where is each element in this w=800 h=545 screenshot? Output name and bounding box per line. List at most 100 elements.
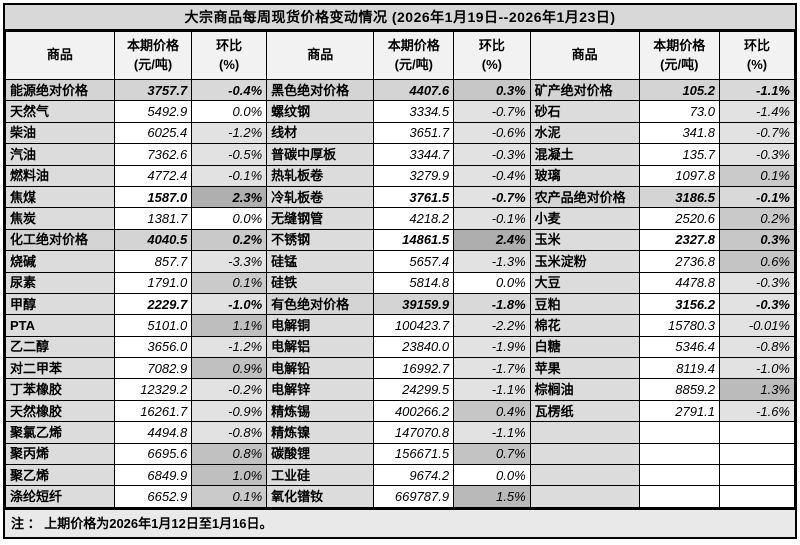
pct-cell [719,421,795,444]
pct-cell: 0.9% [191,357,268,380]
price-cell: 2327.8 [638,228,721,252]
column-header-commodity: 商品 [5,31,115,80]
commodity-name-cell: 硅铁 [266,271,375,294]
price-cell: 3344.7 [373,143,455,166]
price-cell: 8119.4 [638,357,721,380]
price-cell: 6025.4 [113,121,193,145]
price-cell [638,485,721,508]
pct-cell: -1.1% [453,378,531,401]
commodity-name-cell: 农产品绝对价格 [529,185,640,209]
commodity-name-cell: 碳酸锂 [266,442,375,466]
pct-cell: -1.0% [719,357,795,380]
commodity-name-cell: 燃料油 [5,164,115,187]
commodity-name-cell: 白糖 [529,335,640,359]
pct-cell: -0.3% [719,292,795,316]
pct-cell: -0.1% [719,185,795,209]
price-cell: 135.7 [638,143,721,166]
pct-cell: -1.2% [191,121,268,145]
table-row: 天然气 5492.9 0.0% 螺纹钢 3334.5 -0.7% 砂石 73.0 -1.4% [5,100,795,123]
commodity-name-cell: 电解铜 [266,314,375,337]
commodity-name-cell [529,485,640,508]
pct-cell: -1.4% [719,100,795,123]
pct-cell: 1.1% [191,314,268,337]
table-row: 烧碱 857.7 -3.3% 硅锰 5657.4 -1.3% 玉米淀粉 2736.8 0.6% [5,250,795,273]
price-cell: 8859.2 [638,378,721,401]
commodity-name-cell: 氧化镨钕 [266,485,375,508]
column-header-price: 本期价格 (元/吨) [373,31,455,80]
commodity-name-cell: 砂石 [529,100,640,123]
price-cell: 341.8 [638,121,721,145]
pct-cell: -0.4% [191,78,268,102]
price-cell: 4218.2 [373,207,455,230]
price-cell: 39159.9 [373,292,455,316]
commodity-name-cell: 天然橡胶 [5,399,115,423]
pct-cell: 0.3% [719,228,795,252]
pct-cell: 2.3% [191,185,268,209]
report-title: 大宗商品每周现货价格变动情况 (2026年1月19日--2026年1月23日) [5,5,795,31]
commodity-name-cell: 电解铝 [266,335,375,359]
pct-cell: 0.2% [191,228,268,252]
pct-cell: 0.8% [191,442,268,466]
commodity-name-cell: 甲醇 [5,292,115,316]
price-cell: 14861.5 [373,228,455,252]
commodity-name-cell: 苹果 [529,357,640,380]
commodity-name-cell [529,464,640,487]
column-header-commodity: 商品 [266,31,375,80]
commodity-name-cell: 聚氯乙烯 [5,421,115,444]
commodity-name-cell: 无缝钢管 [266,207,375,230]
pct-cell: -1.0% [191,292,268,316]
price-cell: 12329.2 [113,378,193,401]
price-cell: 3761.5 [373,185,455,209]
commodity-name-cell: 矿产绝对价格 [529,78,640,102]
column-header-price: 本期价格 (元/吨) [638,31,721,80]
pct-cell: -0.5% [191,143,268,166]
table-row: 焦炭 1381.7 0.0% 无缝钢管 4218.2 -0.1% 小麦 2520.6 0.2% [5,207,795,230]
pct-cell: 0.1% [719,164,795,187]
pct-cell [719,442,795,466]
price-cell: 9674.2 [373,464,455,487]
commodity-name-cell: 尿素 [5,271,115,294]
price-cell: 147070.8 [373,421,455,444]
price-cell: 6652.9 [113,485,193,508]
pct-cell: 0.2% [719,207,795,230]
commodity-name-cell: 电解锌 [266,378,375,401]
price-cell: 3334.5 [373,100,455,123]
price-cell: 4772.4 [113,164,193,187]
pct-cell: -0.4% [453,164,531,187]
price-cell: 24299.5 [373,378,455,401]
pct-cell: -0.9% [191,399,268,423]
pct-cell: -0.2% [191,378,268,401]
pct-cell: -0.3% [453,143,531,166]
commodity-name-cell: 天然气 [5,100,115,123]
price-cell: 156671.5 [373,442,455,466]
commodity-name-cell: 大豆 [529,271,640,294]
table-row: 对二甲苯 7082.9 0.9% 电解铅 16992.7 -1.7% 苹果 8119.4 -1.… [5,357,795,380]
price-cell: 3656.0 [113,335,193,359]
pct-cell: 1.0% [191,464,268,487]
column-header-pct: 环比 (%) [719,31,795,80]
price-cell: 7362.6 [113,143,193,166]
commodity-name-cell: 精炼镍 [266,421,375,444]
price-cell: 23840.0 [373,335,455,359]
price-cell: 3156.2 [638,292,721,316]
commodity-name-cell: 不锈钢 [266,228,375,252]
price-cell [638,464,721,487]
table-row: 化工绝对价格 4040.5 0.2% 不锈钢 14861.5 2.4% 玉米 2327.8 0.… [5,228,795,252]
commodity-name-cell: 线材 [266,121,375,145]
commodity-name-cell: 硅锰 [266,250,375,273]
commodity-name-cell: 化工绝对价格 [5,228,115,252]
price-cell: 105.2 [638,78,721,102]
price-cell: 16261.7 [113,399,193,423]
price-cell: 15780.3 [638,314,721,337]
price-cell: 100423.7 [373,314,455,337]
column-header-pct: 环比 (%) [191,31,268,80]
commodity-name-cell: 对二甲苯 [5,357,115,380]
commodity-name-cell: 乙二醇 [5,335,115,359]
price-cell: 5492.9 [113,100,193,123]
commodity-name-cell: 焦煤 [5,185,115,209]
pct-cell: -0.3% [719,143,795,166]
price-cell: 3651.7 [373,121,455,145]
price-cell: 4040.5 [113,228,193,252]
pct-cell: -0.8% [191,421,268,444]
table-row: 汽油 7362.6 -0.5% 普碳中厚板 3344.7 -0.3% 混凝土 135.7 -0.… [5,143,795,166]
